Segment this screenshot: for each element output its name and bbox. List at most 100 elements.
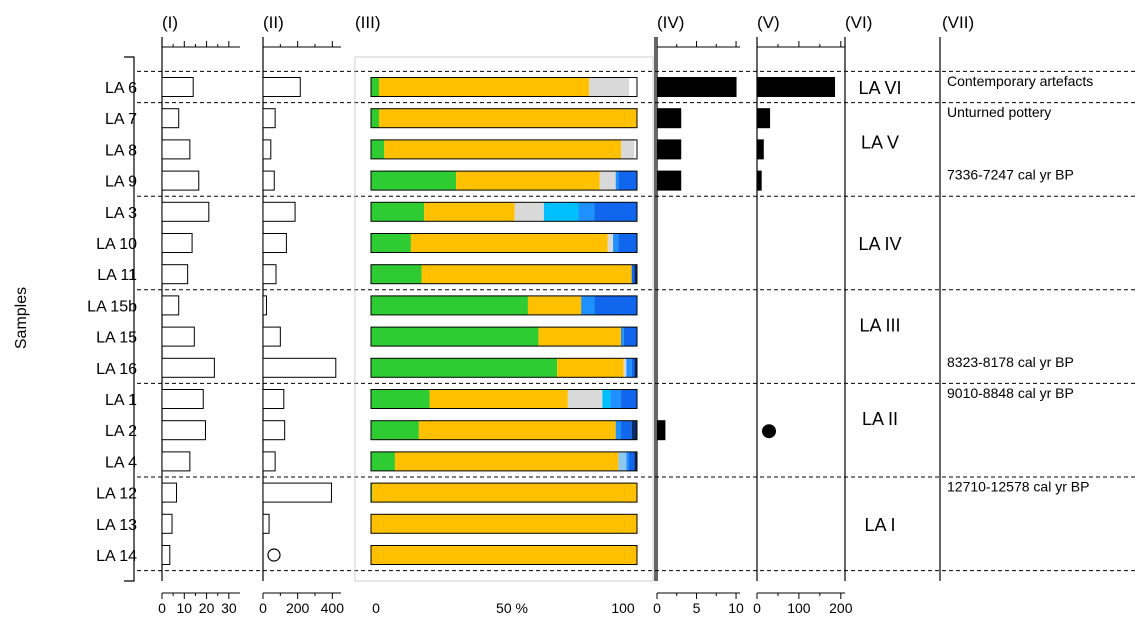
bar (161, 482, 177, 503)
bar (262, 108, 276, 129)
stacked-segment (634, 264, 637, 284)
stacked-segment (394, 451, 619, 471)
stacked-bar-outline (370, 264, 638, 285)
sample-label: LA 9 (105, 174, 137, 191)
bar (161, 139, 191, 160)
annotation-text: 8323-8178 cal yr BP (947, 354, 1074, 370)
unit-label: LA III (859, 316, 900, 336)
stacked-segment (610, 389, 622, 409)
stacked-segment (371, 420, 419, 440)
bar (161, 233, 193, 253)
stacked-segment (618, 451, 627, 471)
panel-label: (VII) (942, 13, 974, 32)
bar (262, 326, 281, 347)
tick-label: 100 (611, 600, 635, 616)
stacked-segment (626, 451, 630, 471)
stacked-bar-outline (370, 420, 638, 441)
sample-label: LA 11 (97, 267, 137, 284)
stacked-segment (378, 108, 637, 128)
stacked-segment (589, 77, 630, 97)
sample-label: LA 10 (96, 236, 137, 253)
bar (262, 420, 286, 441)
panel-label: (V) (757, 13, 780, 32)
sample-label: LA 15b (87, 298, 137, 315)
panel-label: (II) (263, 13, 284, 32)
tick-label: 200 (286, 600, 310, 616)
sample-label: LA 13 (96, 517, 137, 534)
stacked-segment (538, 327, 622, 347)
bar (161, 108, 180, 129)
stacked-segment (371, 327, 539, 347)
tick-label: 400 (321, 600, 345, 616)
y-axis-label: Samples (13, 287, 30, 349)
stacked-bar-outline (370, 326, 638, 347)
stacked-segment (629, 451, 635, 471)
bar (656, 139, 682, 160)
bar (262, 389, 285, 409)
sample-label: LA 7 (105, 111, 137, 128)
stacked-segment (594, 295, 637, 315)
bar (161, 451, 191, 472)
bar (161, 513, 173, 534)
bar (161, 201, 210, 222)
bar (262, 264, 277, 285)
bar (262, 513, 270, 534)
tick-label: 50 % (496, 600, 528, 616)
bar (161, 264, 189, 285)
stacked-bar-outline (370, 389, 638, 409)
stacked-segment (621, 327, 624, 347)
bar (262, 295, 267, 316)
stacked-segment (557, 358, 624, 378)
tick-label: 10 (176, 600, 192, 616)
bar (656, 420, 666, 441)
bar (262, 451, 276, 472)
stacked-bar-outline (370, 295, 638, 316)
tick-label: 100 (787, 600, 811, 616)
stacked-segment (421, 264, 632, 284)
panel-label: (IV) (657, 13, 684, 32)
samples-bracket (124, 56, 135, 582)
panel-III-frame (354, 56, 654, 582)
stacked-bar-outline (370, 451, 638, 472)
stacked-segment (626, 358, 632, 378)
unit-label: LA I (864, 515, 895, 535)
bar (656, 170, 682, 191)
bar (756, 139, 764, 160)
stacked-segment (371, 295, 528, 315)
stacked-segment (410, 233, 608, 253)
stacked-segment (631, 264, 635, 284)
bar (262, 233, 287, 253)
stacked-segment (631, 420, 637, 440)
bar (161, 170, 200, 191)
panel-label: (VI) (845, 13, 872, 32)
tick-label: 0 (259, 600, 267, 616)
annotation-text: 9010-8848 cal yr BP (947, 385, 1074, 401)
bar (161, 389, 204, 409)
bar (161, 295, 180, 316)
stacked-bar-outline (370, 545, 638, 565)
bar (262, 482, 332, 503)
stacked-segment (371, 202, 425, 222)
panel-label: (I) (162, 13, 178, 32)
stacked-bar-outline (370, 482, 638, 503)
stacked-segment (371, 264, 422, 284)
stacked-segment (623, 327, 637, 347)
stacked-segment (514, 202, 544, 222)
stacked-segment (631, 358, 635, 378)
sample-label: LA 3 (105, 205, 137, 222)
stacked-segment (527, 295, 582, 315)
stacked-segment (599, 171, 616, 191)
tick-label: 200 (829, 600, 853, 616)
bar (161, 357, 215, 378)
stacked-segment (594, 202, 637, 222)
bar (756, 170, 762, 191)
bar (161, 77, 194, 97)
stacked-segment (615, 171, 619, 191)
stacked-bar-outline (370, 513, 638, 534)
stacked-segment (621, 420, 632, 440)
stacked-segment (371, 483, 373, 503)
stacked-segment (384, 139, 622, 159)
bar (756, 108, 771, 129)
unit-label: LA II (862, 409, 898, 429)
